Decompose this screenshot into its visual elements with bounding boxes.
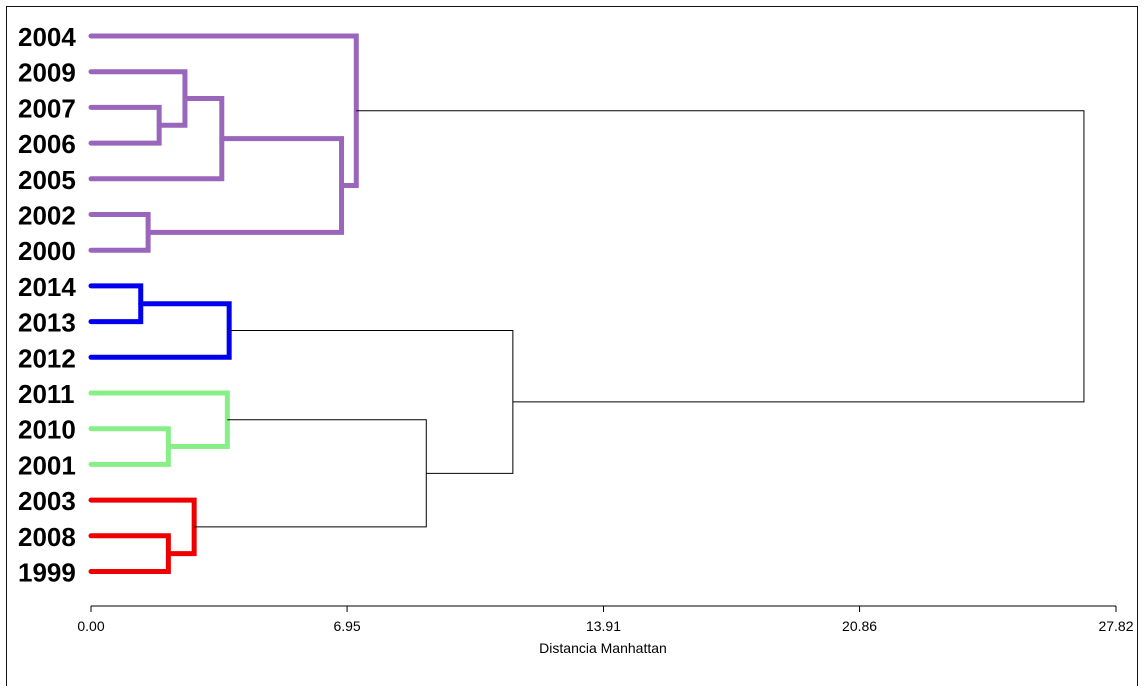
leaf-label-2011: 2011	[18, 379, 74, 409]
leaf-label-2012: 2012	[18, 343, 76, 373]
x-tick-label: 6.95	[333, 618, 360, 634]
leaf-label-2006: 2006	[18, 129, 76, 159]
dendrogram-link-m2	[88, 69, 188, 128]
dendrogram-link-m15	[356, 110, 1085, 403]
leaf-label-2014: 2014	[18, 272, 76, 302]
dendrogram-link-m13	[194, 419, 427, 528]
dendrogram-link-m11	[88, 533, 171, 574]
leaf-label-2008: 2008	[18, 522, 76, 552]
chart-frame	[6, 6, 1138, 686]
x-axis-ticks: 0.00 6.95 13.91 20.86 27.82	[77, 606, 1134, 634]
dendrogram-link-m9	[88, 426, 171, 467]
leaf-labels: 2004 2009 2007 2006 2005 2002 2000 2014 2013 2012…	[18, 22, 76, 588]
leaf-label-2002: 2002	[18, 201, 76, 231]
leaf-label-2001: 2001	[18, 450, 76, 480]
leaf-label-1999: 1999	[18, 558, 76, 588]
x-axis: 0.00 6.95 13.91 20.86 27.82 Distancia Manhat…	[77, 605, 1134, 656]
dendrogram-link-m8	[88, 301, 232, 360]
dendrogram-link-m14	[229, 330, 514, 474]
dendrogram-link-m3	[88, 95, 225, 182]
dendrogram-link-m1	[88, 104, 162, 146]
leaf-label-2009: 2009	[18, 58, 76, 88]
x-tick-label: 20.86	[842, 618, 877, 634]
dendrogram-link-m4	[88, 212, 151, 253]
x-tick-label: 27.82	[1098, 618, 1133, 634]
leaf-label-2013: 2013	[18, 308, 76, 338]
leaf-label-2000: 2000	[18, 236, 76, 266]
dendrogram-link-m5	[145, 136, 345, 235]
dendrogram-link-m12	[88, 497, 197, 557]
dendrogram-links	[88, 33, 1085, 574]
x-tick-label: 13.91	[586, 618, 621, 634]
dendrogram-link-m7	[88, 283, 144, 325]
x-tick-label: 0.00	[77, 618, 104, 634]
x-axis-title: Distancia Manhattan	[539, 640, 667, 656]
dendrogram-link-m10	[88, 390, 230, 450]
leaf-label-2003: 2003	[18, 486, 76, 516]
leaf-label-2004: 2004	[18, 22, 76, 52]
leaf-label-2005: 2005	[18, 165, 76, 195]
leaf-label-2007: 2007	[18, 93, 76, 123]
leaf-label-2010: 2010	[18, 415, 76, 445]
